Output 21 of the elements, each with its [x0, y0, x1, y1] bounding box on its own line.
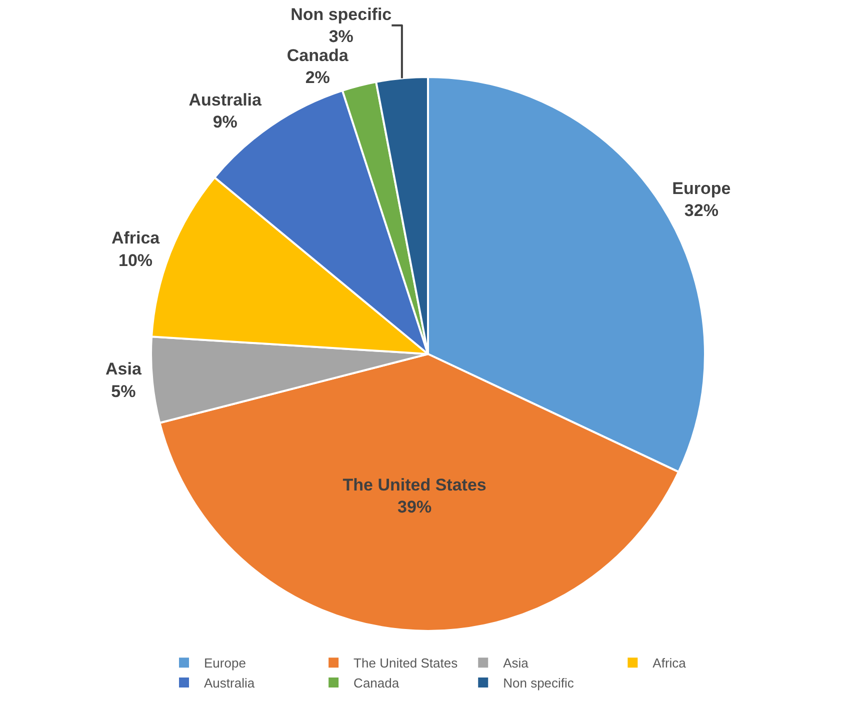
data-label: 9%: [212, 112, 238, 132]
legend-label: Europe: [204, 656, 246, 671]
slice-label: Non specific: [290, 4, 392, 24]
legend-label: The United States: [354, 656, 458, 671]
legend-label: Australia: [204, 676, 256, 691]
slice-label: Canada: [286, 46, 349, 65]
slice-label: Europe: [672, 179, 731, 198]
legend-label: Asia: [503, 656, 530, 671]
slice-label: Australia: [188, 90, 262, 110]
data-label: 32%: [684, 201, 718, 220]
data-label: 10%: [118, 250, 153, 270]
legend-label: Africa: [652, 656, 687, 671]
legend-label: Canada: [354, 676, 400, 691]
legend-label: Non specific: [503, 676, 574, 691]
slice-label: The United States: [342, 476, 486, 495]
data-label: 5%: [111, 382, 136, 401]
slice-label: Asia: [106, 360, 142, 379]
data-label: 2%: [305, 68, 330, 87]
slice-label: Africa: [111, 228, 160, 248]
data-label: 3%: [328, 26, 354, 46]
data-label: 39%: [398, 498, 432, 517]
